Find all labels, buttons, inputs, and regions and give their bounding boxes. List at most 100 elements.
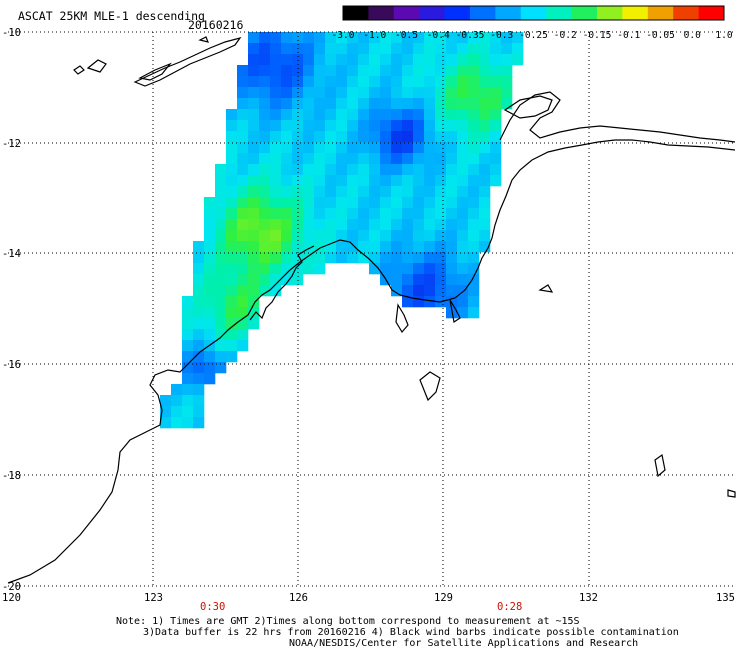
- colorbar-tick-label: -3.0: [331, 30, 355, 41]
- swath-cell: [281, 263, 293, 275]
- swath-cell: [457, 241, 469, 253]
- swath-cell: [237, 142, 249, 154]
- swath-cell: [182, 296, 194, 308]
- swath-cell: [512, 43, 524, 55]
- swath-cell: [369, 241, 381, 253]
- swath-cell: [215, 362, 227, 374]
- swath-cell: [292, 98, 304, 110]
- swath-cell: [468, 131, 480, 143]
- swath-cell: [237, 197, 249, 209]
- swath-cell: [435, 153, 447, 165]
- swath-cell: [402, 98, 414, 110]
- swath-cell: [226, 340, 238, 352]
- swath-cell: [325, 252, 337, 264]
- swath-cell: [468, 98, 480, 110]
- swath-cell: [369, 109, 381, 121]
- swath-cell: [402, 197, 414, 209]
- swath-cell: [325, 197, 337, 209]
- coast-island-1: [86, 59, 107, 73]
- swath-cell: [424, 43, 436, 55]
- swath-cell: [446, 241, 458, 253]
- swath-cell: [171, 384, 183, 396]
- swath-cell: [468, 296, 480, 308]
- swath-cell: [435, 65, 447, 77]
- swath-cell: [336, 197, 348, 209]
- colorbar-tick-label: -0.2: [553, 30, 577, 41]
- swath-cell: [160, 406, 172, 418]
- swath-cell: [347, 252, 359, 264]
- swath-cell: [446, 98, 458, 110]
- swath-cell: [237, 285, 249, 297]
- swath-cell: [457, 296, 469, 308]
- swath-cell: [270, 54, 282, 66]
- swath-cell: [193, 362, 205, 374]
- swath-cell: [193, 252, 205, 264]
- swath-cell: [259, 186, 271, 198]
- swath-cell: [457, 32, 469, 44]
- swath-cell: [259, 76, 271, 88]
- swath-cell: [347, 175, 359, 187]
- swath-cell: [259, 87, 271, 99]
- swath-cell: [424, 120, 436, 132]
- swath-cell: [402, 274, 414, 286]
- swath-cell: [468, 263, 480, 275]
- colorbar-swatch: [597, 6, 623, 20]
- swath-cell: [446, 131, 458, 143]
- swath-cell: [303, 186, 315, 198]
- swath-cell: [215, 329, 227, 341]
- swath-cell: [457, 120, 469, 132]
- swath-cell: [259, 263, 271, 275]
- swath-cell: [369, 208, 381, 220]
- swath-cell: [424, 32, 436, 44]
- swath-cell: [347, 131, 359, 143]
- coast-northeast: [499, 91, 736, 143]
- swath-cell: [479, 241, 491, 253]
- swath-cell: [446, 186, 458, 198]
- swath-cell: [303, 65, 315, 77]
- swath-cell: [435, 109, 447, 121]
- swath-cell: [479, 208, 491, 220]
- swath-cell: [325, 32, 337, 44]
- swath-cell: [226, 208, 238, 220]
- swath-cell: [402, 120, 414, 132]
- swath-cell: [303, 76, 315, 88]
- swath-cell: [248, 54, 260, 66]
- swath-cell: [226, 175, 238, 187]
- swath-cell: [314, 241, 326, 253]
- swath-cell: [314, 98, 326, 110]
- swath-cell: [457, 186, 469, 198]
- swath-cell: [402, 252, 414, 264]
- swath-cell: [292, 241, 304, 253]
- swath-cell: [259, 208, 271, 220]
- swath-cell: [237, 318, 249, 330]
- swath-cell: [435, 186, 447, 198]
- swath-cell: [347, 208, 359, 220]
- swath-cell: [457, 142, 469, 154]
- swath-cell: [457, 252, 469, 264]
- swath-cell: [380, 54, 392, 66]
- swath-cell: [237, 329, 249, 341]
- swath-cell: [490, 120, 502, 132]
- swath-cell: [380, 175, 392, 187]
- swath-cell: [270, 263, 282, 275]
- coast-gulf-1: [395, 303, 409, 334]
- swath-cell: [248, 87, 260, 99]
- swath-cell: [303, 142, 315, 154]
- swath-cell: [292, 164, 304, 176]
- swath-cell: [314, 230, 326, 242]
- swath-cell: [303, 87, 315, 99]
- swath-cell: [237, 65, 249, 77]
- swath-cell: [457, 43, 469, 55]
- swath-cell: [292, 252, 304, 264]
- swath-cell: [358, 153, 370, 165]
- swath-cell: [237, 296, 249, 308]
- swath-cell: [457, 197, 469, 209]
- lat-label: -18: [2, 470, 21, 482]
- swath-cell: [479, 131, 491, 143]
- swath-cell: [391, 230, 403, 242]
- swath-cell: [501, 54, 513, 66]
- swath-cell: [369, 142, 381, 154]
- swath-cell: [413, 175, 425, 187]
- swath-cell: [215, 274, 227, 286]
- swath-cell: [369, 263, 381, 275]
